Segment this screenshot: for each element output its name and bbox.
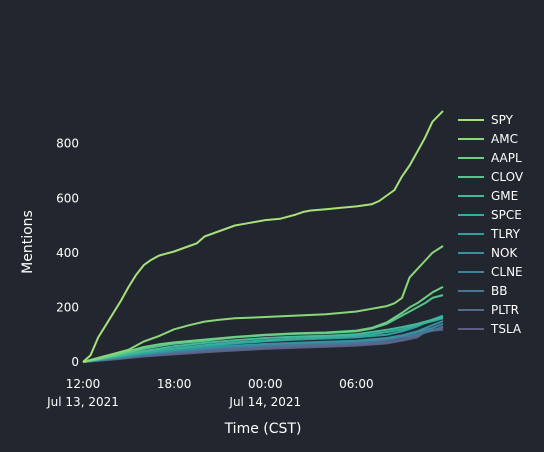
plot-lines — [82, 110, 444, 363]
legend-item-spce[interactable]: SPCE — [458, 208, 522, 222]
y-tick-label: 800 — [56, 137, 79, 151]
legend-label: GME — [491, 189, 518, 203]
legend-label: AMC — [491, 132, 518, 146]
legend-item-clne[interactable]: CLNE — [458, 265, 523, 279]
legend-item-tsla[interactable]: TSLA — [458, 322, 522, 336]
legend-item-aapl[interactable]: AAPL — [458, 151, 522, 165]
x-tick-label: 00:00 — [248, 377, 283, 391]
series-line-amc — [82, 245, 444, 363]
x-tick-label: 12:00 — [66, 377, 101, 391]
legend-label: NOK — [491, 246, 518, 260]
legend-label: PLTR — [491, 303, 519, 317]
legend-label: TLRY — [490, 227, 521, 241]
legend-label: SPY — [491, 113, 514, 127]
series-line-spy — [82, 110, 444, 363]
x-axis-ticks: 12:00 Jul 13, 2021 18:00 00:00 Jul 14, 2021 0… — [46, 377, 374, 409]
legend-item-nok[interactable]: NOK — [458, 246, 518, 260]
legend-item-spy[interactable]: SPY — [458, 113, 514, 127]
x-tick-date-label: Jul 13, 2021 — [46, 395, 119, 409]
legend-label: TSLA — [490, 322, 522, 336]
y-axis-ticks: 0 200 400 600 800 — [56, 137, 79, 369]
y-axis-title: Mentions — [20, 210, 36, 274]
legend-label: BB — [491, 284, 507, 298]
legend-label: SPCE — [491, 208, 522, 222]
x-tick-date-label: Jul 14, 2021 — [228, 395, 301, 409]
y-tick-label: 0 — [71, 355, 79, 369]
series-line-gme — [82, 316, 444, 363]
legend-item-gme[interactable]: GME — [458, 189, 518, 203]
y-tick-label: 400 — [56, 246, 79, 260]
legend-item-amc[interactable]: AMC — [458, 132, 518, 146]
legend-item-bb[interactable]: BB — [458, 284, 507, 298]
x-tick-label: 18:00 — [157, 377, 192, 391]
series-line-aapl — [82, 286, 444, 363]
y-tick-label: 200 — [56, 300, 79, 314]
legend[interactable]: SPY AMC AAPL CLOV GME SPCE TLRY NOK CLNE BB PLTR TS… — [458, 113, 524, 336]
legend-label: AAPL — [491, 151, 522, 165]
series-line-spce — [82, 317, 444, 363]
legend-label: CLNE — [491, 265, 523, 279]
legend-item-clov[interactable]: CLOV — [458, 170, 524, 184]
x-axis-title: Time (CST) — [224, 421, 302, 437]
x-tick-label: 06:00 — [339, 377, 374, 391]
y-tick-label: 600 — [56, 191, 79, 205]
legend-item-tlry[interactable]: TLRY — [458, 227, 521, 241]
legend-item-pltr[interactable]: PLTR — [458, 303, 519, 317]
legend-label: CLOV — [491, 170, 524, 184]
